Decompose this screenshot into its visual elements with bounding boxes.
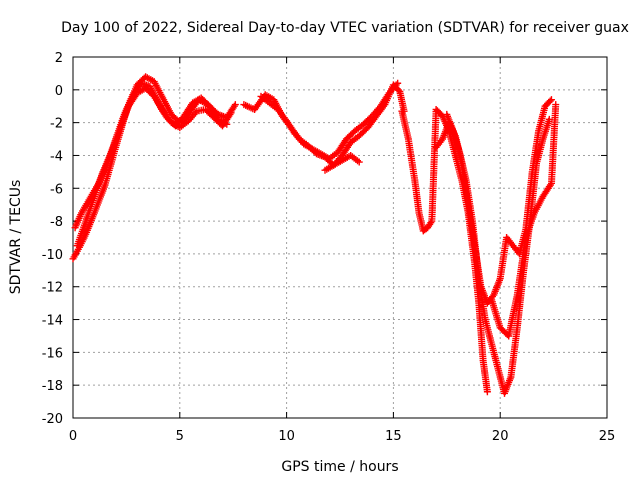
y-tick-label: -18 — [42, 379, 63, 394]
y-tick-label: -6 — [50, 182, 63, 197]
y-tick-label: -16 — [42, 346, 63, 361]
y-tick-label: -14 — [42, 314, 63, 329]
y-tick-label: -8 — [50, 215, 63, 230]
series-track-f — [321, 152, 363, 174]
series-track-e — [257, 79, 402, 163]
x-tick-label: 20 — [492, 429, 509, 444]
y-tick-label: 0 — [55, 84, 63, 99]
y-tick-label: -12 — [42, 281, 63, 296]
plot-frame — [72, 56, 608, 419]
y-tick-label: -20 — [42, 412, 63, 427]
y-tick-label: -10 — [42, 248, 63, 263]
data-point — [483, 388, 491, 396]
x-tick-label: 10 — [278, 429, 295, 444]
data-point — [231, 101, 239, 109]
data-point — [230, 102, 238, 110]
series-track-c — [73, 84, 235, 250]
data-point — [552, 101, 560, 109]
data-point — [394, 79, 402, 87]
data-point — [227, 109, 235, 117]
data-points — [69, 73, 560, 397]
x-axis-label: GPS time / hours — [281, 459, 398, 475]
x-tick-label: 15 — [385, 429, 402, 444]
chart-title: Day 100 of 2022, Sidereal Day-to-day VTE… — [61, 20, 629, 36]
data-point — [355, 158, 363, 166]
x-tick-label: 0 — [69, 429, 77, 444]
data-point — [226, 110, 234, 118]
y-tick-label: 2 — [55, 51, 63, 66]
x-tick-label: 5 — [176, 429, 184, 444]
data-point — [546, 97, 554, 105]
y-tick-label: -2 — [50, 117, 63, 132]
series-track-j — [488, 101, 560, 340]
data-point — [427, 219, 435, 227]
x-tick-label: 25 — [599, 429, 616, 444]
data-point — [547, 96, 555, 104]
y-tick-label: -4 — [50, 149, 63, 164]
series-track-i — [443, 110, 553, 397]
y-axis-label: SDTVAR / TECUs — [8, 180, 24, 295]
